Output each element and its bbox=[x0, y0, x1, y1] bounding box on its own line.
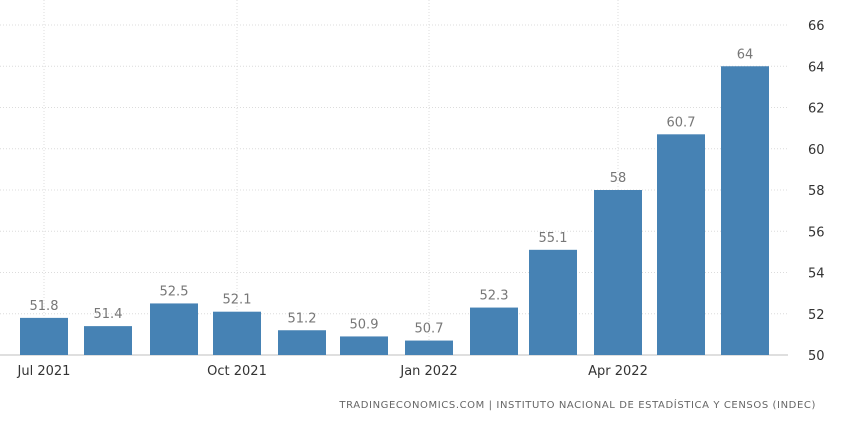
data-label: 64 bbox=[737, 47, 754, 62]
y-tick-label: 50 bbox=[808, 349, 825, 364]
y-tick-label: 64 bbox=[808, 60, 825, 75]
data-label: 51.4 bbox=[94, 307, 123, 322]
y-tick-label: 56 bbox=[808, 225, 825, 240]
data-label: 51.8 bbox=[30, 299, 59, 314]
bar bbox=[529, 249, 577, 355]
bar bbox=[340, 336, 388, 355]
x-axis-ticks: Jul 2021 Oct 2021 Jan 2022 Apr 2022 bbox=[17, 364, 648, 379]
y-tick-label: 52 bbox=[808, 308, 825, 323]
data-label: 55.1 bbox=[539, 231, 568, 246]
gridlines bbox=[0, 0, 788, 356]
data-label: 51.2 bbox=[288, 311, 317, 326]
bars bbox=[20, 66, 769, 355]
bar bbox=[470, 307, 518, 355]
bar bbox=[150, 303, 198, 355]
y-tick-label: 62 bbox=[808, 102, 825, 117]
x-tick-label: Jul 2021 bbox=[17, 364, 71, 379]
data-label: 52.5 bbox=[160, 284, 189, 299]
data-label: 52.3 bbox=[480, 289, 509, 304]
data-label: 52.1 bbox=[223, 293, 252, 308]
x-tick-label: Jan 2022 bbox=[399, 364, 457, 379]
bar bbox=[213, 311, 261, 355]
y-tick-label: 58 bbox=[808, 184, 825, 199]
y-tick-label: 54 bbox=[808, 267, 825, 282]
data-label: 50.7 bbox=[415, 322, 444, 337]
data-label: 50.9 bbox=[350, 317, 379, 332]
bar bbox=[20, 317, 68, 355]
y-axis-ticks: 50 52 54 56 58 60 62 64 66 bbox=[808, 19, 825, 364]
bar bbox=[84, 326, 132, 355]
bar bbox=[657, 134, 705, 355]
source-attribution: TRADINGECONOMICS.COM | INSTITUTO NACIONA… bbox=[339, 400, 816, 411]
bar bbox=[278, 330, 326, 355]
bar bbox=[721, 66, 769, 355]
y-tick-label: 66 bbox=[808, 19, 825, 34]
data-labels: 51.8 51.4 52.5 52.1 51.2 50.9 50.7 52.3 55.1 58 60… bbox=[30, 47, 754, 336]
bar bbox=[594, 190, 642, 355]
y-tick-label: 60 bbox=[808, 143, 825, 158]
data-label: 58 bbox=[610, 171, 627, 186]
x-tick-label: Apr 2022 bbox=[588, 364, 648, 379]
bar-chart: 51.8 51.4 52.5 52.1 51.2 50.9 50.7 52.3 55.1 58 60… bbox=[0, 0, 825, 379]
data-label: 60.7 bbox=[667, 115, 696, 130]
bar bbox=[405, 340, 453, 355]
x-tick-label: Oct 2021 bbox=[207, 364, 267, 379]
